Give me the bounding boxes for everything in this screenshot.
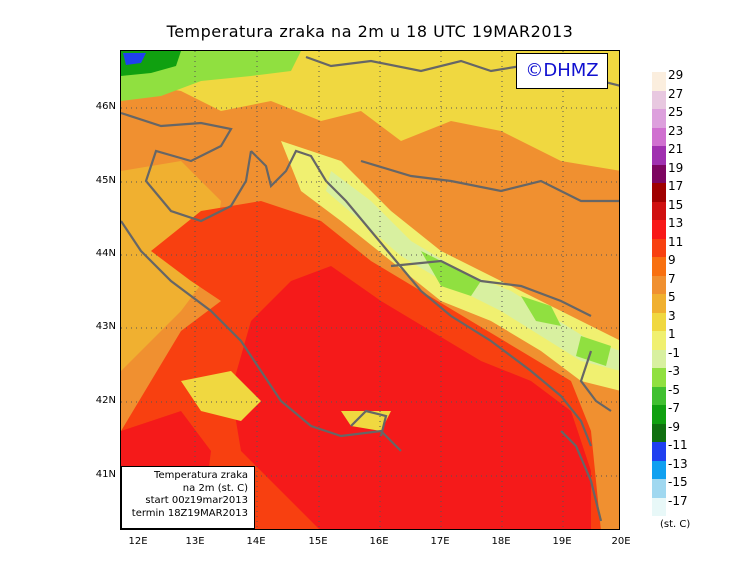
dinaric-cold-patches — [421, 251, 611, 366]
temperature-map[interactable] — [120, 50, 620, 530]
map-canvas — [121, 51, 619, 529]
colorbar-label: 11 — [668, 234, 684, 249]
coastlines — [121, 55, 619, 522]
colorbar-label: -7 — [668, 401, 680, 415]
info-line-3: start 00z19mar2013 — [145, 495, 248, 506]
colorbar-label: 21 — [668, 142, 684, 156]
lon-label-14e: 14E — [246, 536, 266, 547]
colorbar-swatch — [652, 164, 666, 183]
colorbar-swatch — [652, 386, 666, 405]
colorbar-swatch — [652, 146, 666, 165]
colorbar-swatch — [652, 331, 666, 350]
lon-label-19e: 19E — [552, 536, 572, 547]
colorbar-label: -17 — [668, 493, 688, 508]
lon-label-15e: 15E — [308, 536, 328, 547]
lat-label-44n: 44N — [95, 248, 116, 259]
colorbar-label: 19 — [668, 160, 684, 175]
colorbar-label: 23 — [668, 123, 684, 138]
colorbar-label: -5 — [668, 382, 680, 397]
north-warm-band — [121, 51, 619, 171]
colorbar-label: -3 — [668, 364, 680, 378]
copyright-badge: ©DHMZ — [516, 53, 608, 89]
colorbar-swatch — [652, 349, 666, 368]
lon-label-12e: 12E — [128, 536, 148, 547]
colorbar-swatch — [652, 312, 666, 331]
colorbar-label: 1 — [668, 327, 676, 341]
colorbar-label: -9 — [668, 419, 680, 434]
colorbar-swatch — [652, 257, 666, 276]
colorbar-swatch — [652, 220, 666, 239]
colorbar-swatch — [652, 109, 666, 128]
map-grid — [121, 51, 619, 529]
adriatic-sea-core — [231, 266, 591, 529]
colorbar-label: -15 — [668, 475, 688, 489]
map-title: Temperatura zraka na 2m u 18 UTC 19MAR20… — [166, 22, 574, 41]
info-line-2: na 2m (st. C) — [182, 482, 248, 494]
colorbar-swatch — [652, 442, 666, 461]
colorbar-label: 5 — [668, 290, 676, 304]
lat-label-45n: 45N — [95, 175, 116, 186]
colorbar-label: 17 — [668, 179, 684, 193]
map-info-box: Temperatura zraka na 2m (st. C) start 00… — [121, 466, 255, 529]
colorbar-swatch — [652, 183, 666, 202]
lat-label-43n: 43N — [95, 321, 116, 332]
colorbar-label: 29 — [668, 68, 684, 82]
colorbar-label: 13 — [668, 216, 684, 230]
lon-label-20e: 20E — [611, 536, 631, 547]
colorbar-label: 27 — [668, 86, 684, 101]
colorbar-label: 7 — [668, 271, 676, 286]
lon-label-16e: 16E — [369, 536, 389, 547]
colorbar-swatch — [652, 72, 666, 91]
colorbar-label: -11 — [668, 438, 688, 452]
colorbar-swatch — [652, 405, 666, 424]
colorbar-label: 3 — [668, 308, 676, 323]
colorbar-swatch — [652, 368, 666, 387]
lat-label-41n: 41N — [95, 469, 116, 480]
colorbar-label: -1 — [668, 345, 680, 360]
colorbar-swatch — [652, 423, 666, 442]
colorbar-swatch — [652, 238, 666, 257]
lat-label-42n: 42N — [95, 395, 116, 406]
alps-coldest-region — [123, 53, 146, 65]
colorbar-label: 9 — [668, 253, 676, 267]
lon-label-17e: 17E — [430, 536, 450, 547]
colorbar-unit: (st. C) — [660, 519, 691, 530]
colorbar-swatch — [652, 90, 666, 109]
lon-label-18e: 18E — [491, 536, 511, 547]
colorbar-swatch — [652, 460, 666, 479]
colorbar-swatch — [652, 294, 666, 313]
colorbar-swatch — [652, 127, 666, 146]
lon-label-13e: 13E — [185, 536, 205, 547]
colorbar-swatch — [652, 479, 666, 498]
colorbar-swatch — [652, 275, 666, 294]
lat-label-46n: 46N — [95, 101, 116, 112]
colorbar-label: 15 — [668, 197, 684, 212]
colorbar-swatch — [652, 497, 666, 516]
colorbar-swatch — [652, 201, 666, 220]
info-line-4: termin 18Z19MAR2013 — [131, 507, 248, 519]
colorbar-label: -13 — [668, 456, 688, 471]
coastal-warm-streaks — [181, 371, 391, 431]
colorbar-label: 25 — [668, 105, 684, 119]
info-line-1: Temperatura zraka — [154, 470, 248, 481]
